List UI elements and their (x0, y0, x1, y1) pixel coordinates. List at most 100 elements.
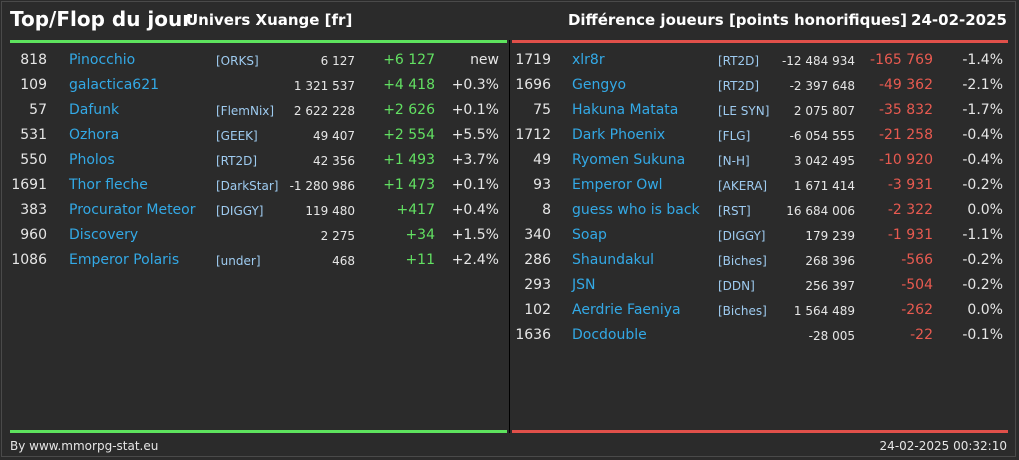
player-name-link[interactable]: Gengyo (572, 77, 627, 93)
table-row: 340 Soap [DIGGY] 179 239 -1 931 -1.1% (512, 224, 1008, 249)
column-divider (509, 40, 510, 433)
guild-tag-link[interactable]: [under] (216, 254, 261, 268)
rank-cell: 1636 (515, 327, 551, 343)
table-row: 531 Ozhora [GEEK] 49 407 +2 554 +5.5% (10, 124, 507, 149)
difference-cell: -22 (910, 327, 933, 343)
difference-cell: -504 (901, 277, 933, 293)
player-name-link[interactable]: Docdouble (572, 327, 647, 343)
table-row: 293 JSN [DDN] 256 397 -504 -0.2% (512, 274, 1008, 299)
total-points-cell: 1 564 489 (793, 304, 855, 318)
difference-cell: -49 362 (878, 77, 933, 93)
total-points-cell: -28 005 (808, 329, 855, 343)
difference-cell: -165 769 (870, 52, 933, 68)
difference-cell: -566 (901, 252, 933, 268)
table-row: 1719 xlr8r [RT2D] -12 484 934 -165 769 -1.4% (512, 49, 1008, 74)
guild-tag-link[interactable]: [DIGGY] (718, 229, 766, 243)
difference-cell: -1 931 (887, 227, 933, 243)
guild-tag-link[interactable]: [FlemNix] (216, 104, 275, 118)
player-name-link[interactable]: Pinocchio (69, 52, 136, 68)
difference-cell: +34 (405, 227, 435, 243)
guild-tag-link[interactable]: [DIGGY] (216, 204, 264, 218)
percent-cell: +0.3% (451, 77, 499, 93)
percent-cell: new (470, 52, 499, 68)
table-row: 57 Dafunk [FlemNix] 2 622 228 +2 626 +0.1% (10, 99, 507, 124)
rank-cell: 293 (524, 277, 551, 293)
player-name-link[interactable]: Hakuna Matata (572, 102, 679, 118)
player-name-link[interactable]: Ryomen Sukuna (572, 152, 686, 168)
site-credit[interactable]: By www.mmorpg-stat.eu (10, 439, 159, 453)
guild-tag-link[interactable]: [ORKS] (216, 54, 259, 68)
guild-tag-link[interactable]: [RST] (718, 204, 751, 218)
player-name-link[interactable]: Aerdrie Faeniya (572, 302, 681, 318)
player-name-link[interactable]: Pholos (69, 152, 115, 168)
player-name-link[interactable]: Ozhora (69, 127, 120, 143)
player-name-link[interactable]: Soap (572, 227, 607, 243)
rank-cell: 1691 (11, 177, 47, 193)
table-row: 1636 Docdouble -28 005 -22 -0.1% (512, 324, 1008, 349)
top-accent-bar (10, 40, 507, 43)
guild-tag-link[interactable]: [Biches] (718, 304, 767, 318)
percent-cell: -1.7% (962, 102, 1003, 118)
guild-tag-link[interactable]: [FLG] (718, 129, 751, 143)
player-name-link[interactable]: Thor fleche (69, 177, 148, 193)
guild-tag-link[interactable]: [GEEK] (216, 129, 258, 143)
universe-label: Univers Xuange [fr] (186, 11, 353, 29)
table-row: 49 Ryomen Sukuna [N-H] 3 042 495 -10 920 -0.4… (512, 149, 1008, 174)
percent-cell: -0.1% (962, 327, 1003, 343)
difference-cell: +2 554 (383, 127, 435, 143)
player-name-link[interactable]: Dark Phoenix (572, 127, 666, 143)
rank-cell: 8 (542, 202, 551, 218)
total-points-cell: 256 397 (805, 279, 855, 293)
total-points-cell: 179 239 (805, 229, 855, 243)
total-points-cell: 468 (332, 254, 355, 268)
guild-tag-link[interactable]: [DDN] (718, 279, 755, 293)
difference-cell: -35 832 (878, 102, 933, 118)
player-name-link[interactable]: guess who is back (572, 202, 700, 218)
guild-tag-link[interactable]: [RT2D] (718, 79, 760, 93)
total-points-cell: -12 484 934 (781, 54, 855, 68)
player-name-link[interactable]: Shaundakul (572, 252, 654, 268)
guild-tag-link[interactable]: [Biches] (718, 254, 767, 268)
guild-tag-link[interactable]: [N-H] (718, 154, 750, 168)
player-name-link[interactable]: Procurator Meteor (69, 202, 196, 218)
total-points-cell: 1 321 537 (293, 79, 355, 93)
player-name-link[interactable]: Discovery (69, 227, 139, 243)
total-points-cell: -6 054 555 (789, 129, 855, 143)
player-name-link[interactable]: galactica621 (69, 77, 160, 93)
rank-cell: 75 (533, 102, 551, 118)
guild-tag-link[interactable]: [DarkStar] (216, 179, 279, 193)
player-name-link[interactable]: JSN (572, 277, 596, 293)
rank-cell: 1712 (515, 127, 551, 143)
table-row: 550 Pholos [RT2D] 42 356 +1 493 +3.7% (10, 149, 507, 174)
rank-cell: 340 (524, 227, 551, 243)
total-points-cell: 49 407 (313, 129, 355, 143)
player-name-link[interactable]: Dafunk (69, 102, 120, 118)
player-name-link[interactable]: Emperor Polaris (69, 252, 180, 268)
table-row: 1712 Dark Phoenix [FLG] -6 054 555 -21 258 -0… (512, 124, 1008, 149)
top-list: 818 Pinocchio [ORKS] 6 127 +6 127 new 109 galac… (10, 49, 507, 274)
table-row: 1086 Emperor Polaris [under] 468 +11 +2.4% (10, 249, 507, 274)
total-points-cell: 3 042 495 (793, 154, 855, 168)
player-name-link[interactable]: Emperor Owl (572, 177, 663, 193)
guild-tag-link[interactable]: [RT2D] (718, 54, 760, 68)
header: Top/Flop du jour Univers Xuange [fr] Dif… (0, 0, 1019, 40)
flop-accent-bar (512, 40, 1008, 43)
player-name-link[interactable]: xlr8r (572, 52, 605, 68)
table-row: 383 Procurator Meteor [DIGGY] 119 480 +417 +0… (10, 199, 507, 224)
guild-tag-link[interactable]: [LE SYN] (718, 104, 770, 118)
timestamp: 24-02-2025 00:32:10 (879, 439, 1007, 453)
total-points-cell: 42 356 (313, 154, 355, 168)
difference-cell: -2 322 (887, 202, 933, 218)
percent-cell: -0.2% (962, 277, 1003, 293)
rank-cell: 818 (20, 52, 47, 68)
guild-tag-link[interactable]: [AKERA] (718, 179, 768, 193)
difference-cell: +1 493 (383, 152, 435, 168)
total-points-cell: 2 622 228 (293, 104, 355, 118)
guild-tag-link[interactable]: [RT2D] (216, 154, 258, 168)
percent-cell: +0.1% (451, 102, 499, 118)
rank-cell: 57 (29, 102, 47, 118)
rank-cell: 1696 (515, 77, 551, 93)
total-points-cell: -1 280 986 (289, 179, 355, 193)
difference-cell: -3 931 (887, 177, 933, 193)
